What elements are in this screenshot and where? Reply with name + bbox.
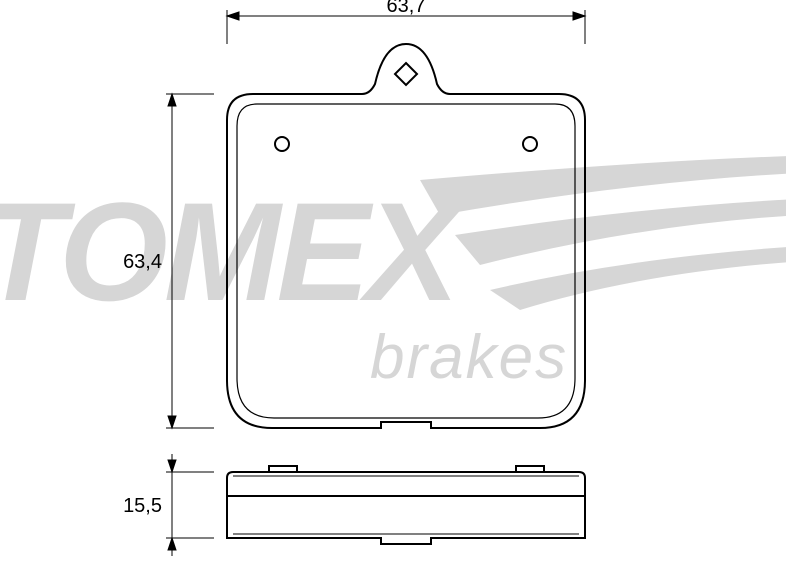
watermark: TOMEX brakes	[0, 155, 786, 392]
dim-height-label: 63,4	[123, 251, 162, 273]
dim-thickness	[166, 454, 214, 556]
pad-side-view	[227, 466, 585, 544]
hole-left	[275, 137, 289, 151]
side-outline	[227, 472, 585, 544]
watermark-sub: brakes	[370, 323, 568, 392]
dim-width-label: 63,7	[387, 0, 426, 17]
tab-hole-icon	[395, 63, 417, 85]
wing-stroke-3	[490, 245, 786, 310]
hole-right	[523, 137, 537, 151]
dim-thickness-label: 15,5	[123, 495, 162, 517]
watermark-main: TOMEX	[0, 173, 467, 330]
